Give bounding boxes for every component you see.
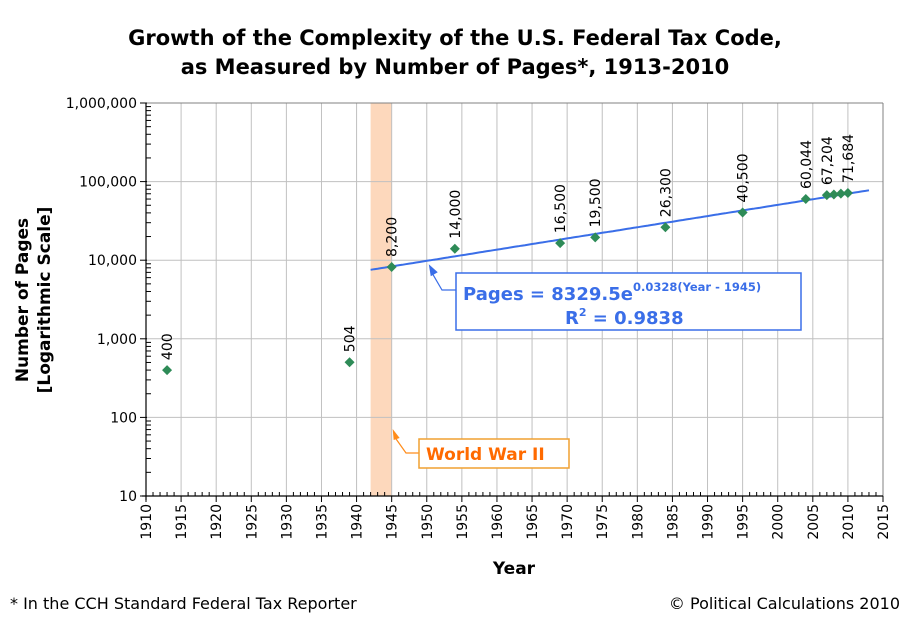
y-axis-label-line-2: [Logarithmic Scale] [35,207,55,394]
shaded-region-group [370,103,392,496]
world-war-ii-box [418,438,570,469]
equation-arrow-icon [428,264,438,277]
r-squared-value: = 0.9838 [587,308,684,329]
chart-title: Growth of the Complexity of the U.S. Fed… [128,26,782,79]
data-label: 16,500 [553,184,569,233]
data-label: 67,204 [820,136,836,185]
data-point-diamond [590,232,601,243]
x-tick-label: 1940 [350,504,366,540]
equation-text: Pages = 8329.5e0.0328(Year - 1945) [463,280,761,305]
trendline-group [370,189,870,271]
x-tick-label: 1930 [279,504,295,540]
x-tick-labels: 1910 1915 1920 1925 1930 1935 1940 1945 1950 1955… [139,504,892,540]
data-point-diamond [449,243,460,254]
y-tick-label: 100 [110,410,137,426]
world-war-ii-callout: World War II [392,429,570,469]
x-tick-label: 1995 [736,504,752,540]
x-tick-label: 1975 [595,504,611,540]
data-label: 71,684 [841,134,857,183]
trendline-equation-callout: Pages = 8329.5e0.0328(Year - 1945) R2 = … [428,264,802,331]
data-label: 14,000 [448,190,464,239]
x-tick-label: 2005 [806,504,822,540]
y-tick-label: 100,000 [79,175,137,191]
data-label: 19,500 [588,178,604,227]
x-tick-label: 2000 [771,504,787,540]
data-label: 400 [160,333,176,360]
data-label: 26,300 [658,168,674,217]
r-squared-sup: 2 [579,306,587,319]
data-point-diamond [386,261,397,272]
axes [140,102,884,502]
x-tick-label: 2010 [841,504,857,540]
x-tick-label: 1955 [455,504,471,540]
data-label: 60,044 [799,140,815,189]
world-war-ii-label: World War II [426,445,545,465]
x-tick-label: 1920 [209,504,225,540]
data-point-diamond [828,189,839,200]
x-tick-label: 1925 [244,504,260,540]
world-war-ii-shaded-band [370,103,392,496]
data-points [162,187,853,376]
x-tick-label: 2015 [876,504,892,540]
y-tick-label: 1,000,000 [66,96,137,112]
data-point-diamond [835,188,846,199]
data-label: 8,200 [385,217,401,257]
data-point-diamond [555,238,566,249]
data-point-diamond [821,190,832,201]
trendline [370,189,870,271]
world-war-ii-arrow-icon [392,429,400,440]
data-point-diamond [737,207,748,218]
y-tick-label: 10 [119,489,137,505]
y-tick-label: 1,000 [97,332,137,348]
y-tick-labels: 10 100 1,000 10,000 100,000 1,000,000 [66,96,137,505]
equation-leader-line [432,273,456,291]
equation-main: Pages = 8329.5e [463,284,633,305]
y-axis-label: Number of Pages [Logarithmic Scale] [13,207,55,394]
x-tick-label: 1915 [174,504,190,540]
x-tick-label: 1935 [314,504,330,540]
x-tick-label: 1985 [665,504,681,540]
x-tick-label: 1910 [139,504,155,540]
data-label: 40,500 [736,153,752,202]
data-label: 504 [343,325,359,352]
credit: © Political Calculations 2010 [669,594,900,613]
title-line-2: as Measured by Number of Pages*, 1913-20… [181,55,730,79]
x-tick-label: 1990 [701,504,717,540]
x-tick-label: 1960 [490,504,506,540]
data-point-diamond [344,357,355,368]
r-squared-text: R2 = 0.9838 [565,306,684,329]
y-tick-label: 10,000 [88,253,137,269]
data-point-diamond [162,365,173,376]
x-tick-label: 1970 [560,504,576,540]
x-tick-label: 1945 [385,504,401,540]
data-point-diamond [800,194,811,205]
x-tick-label: 1950 [420,504,436,540]
data-point-diamond [660,222,671,233]
equation-exponent: 0.0328(Year - 1945) [633,280,761,294]
data-point-diamond [842,187,853,198]
title-line-1: Growth of the Complexity of the U.S. Fed… [128,26,782,50]
r-squared-prefix: R [565,308,579,329]
equation-box [455,272,802,331]
footnote: * In the CCH Standard Federal Tax Report… [10,594,357,613]
x-tick-label: 1965 [525,504,541,540]
world-war-ii-leader-line [394,436,419,454]
y-axis-label-line-1: Number of Pages [13,218,33,382]
x-axis-label: Year [492,559,536,579]
x-tick-label: 1980 [630,504,646,540]
data-labels: 400 504 8,200 14,000 16,500 19,500 26,300 40,50… [160,134,857,360]
